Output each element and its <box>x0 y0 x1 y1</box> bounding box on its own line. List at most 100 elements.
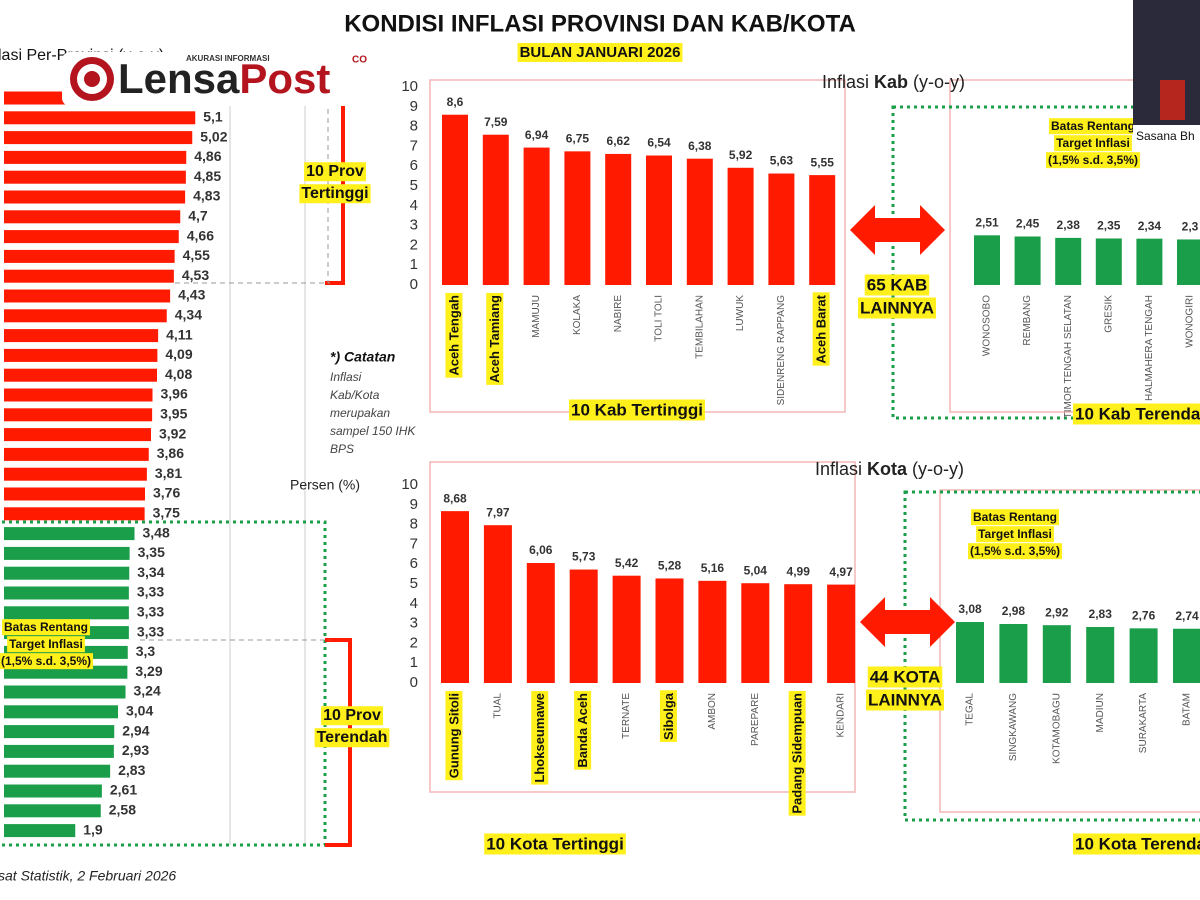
bar <box>1095 238 1122 285</box>
highlight <box>0 653 94 670</box>
title-part: Kota <box>867 459 908 479</box>
bar <box>999 623 1028 683</box>
bar <box>1042 625 1071 683</box>
value-label: 5,73 <box>572 550 596 564</box>
highlight <box>486 292 504 385</box>
highlight <box>299 184 371 204</box>
bar <box>4 467 147 481</box>
x-tick-label: TIMOR TENGAH SELATAN <box>1063 295 1074 418</box>
bar <box>4 507 145 521</box>
highlight <box>569 399 705 421</box>
value-label: 3,3 <box>136 643 156 659</box>
value-label: 8,68 <box>443 491 467 505</box>
subtitle: BULAN JANUARI 2026 <box>520 44 681 61</box>
note-line: merupakan <box>330 406 390 420</box>
value-label: 6,75 <box>566 132 590 146</box>
logo-bg <box>62 52 374 106</box>
category-label-group: Lhokseumawe <box>531 691 549 785</box>
bar <box>4 329 159 343</box>
bar <box>4 131 193 145</box>
y-tick-label: 1 <box>410 654 418 671</box>
annotation: 65 KAB <box>867 275 927 294</box>
bar <box>741 583 770 683</box>
y-tick-label: 4 <box>410 595 418 612</box>
category-label-group: KOLAKA <box>572 295 583 335</box>
chart-title: Inflasi Kab (y-o-y) <box>822 72 965 92</box>
value-label: 3,96 <box>161 386 188 402</box>
x-tick-label: BATAM <box>1182 693 1193 726</box>
annotation: (1,5% s.d. 3,5%) <box>1 654 91 668</box>
annotation: LAINNYA <box>868 690 942 709</box>
bar <box>4 566 130 580</box>
bar <box>4 249 175 263</box>
value-label: 8,6 <box>447 95 464 109</box>
x-tick-label: Gunung Sitoli <box>446 693 461 778</box>
dotted-box <box>0 520 327 847</box>
bar <box>4 368 157 382</box>
value-label: 3,24 <box>134 683 161 699</box>
bar <box>605 153 632 285</box>
highlight <box>445 691 463 781</box>
value-label: 5,1 <box>203 109 223 125</box>
value-label: 3,35 <box>138 544 165 560</box>
bar <box>4 170 186 184</box>
chart-footer: 10 Kab Tertinggi <box>571 400 703 419</box>
bar <box>564 151 591 285</box>
value-label: 2,38 <box>1057 218 1081 232</box>
value-label: 2,74 <box>1175 609 1199 623</box>
y-tick-label: 9 <box>410 496 418 513</box>
y-tick-label: 4 <box>410 197 418 214</box>
bar <box>4 111 196 125</box>
bar <box>4 428 151 442</box>
y-tick-label: 0 <box>410 276 418 293</box>
value-label: 6,54 <box>647 136 671 150</box>
value-label: 3,33 <box>137 604 164 620</box>
highlight <box>1073 403 1200 425</box>
value-label: 2,3 <box>1182 220 1199 234</box>
category-label-group: TEMBILAHAN <box>694 295 705 359</box>
x-tick-label: Banda Aceh <box>575 693 590 768</box>
bar <box>698 580 727 683</box>
highlight <box>1048 118 1138 135</box>
unit-label: Persen (%) <box>290 477 360 493</box>
annotation: LAINNYA <box>860 298 934 317</box>
x-tick-label: SIDENRENG RAPPANG <box>776 295 787 406</box>
highlight <box>314 728 390 748</box>
category-label-group: LUWUK <box>735 295 746 331</box>
highlight <box>867 666 943 688</box>
arrow <box>850 205 945 255</box>
highlight <box>858 297 936 319</box>
value-label: 2,98 <box>1002 604 1026 618</box>
bar <box>1086 626 1115 683</box>
x-tick-label: NABIRE <box>613 295 624 333</box>
bar <box>4 447 149 461</box>
y-tick-label: 2 <box>410 634 418 651</box>
category-label-group: TUAL <box>493 693 504 719</box>
logo-suffix: CO <box>352 55 367 66</box>
value-label: 2,51 <box>975 215 999 229</box>
x-tick-label: GRESIK <box>1103 295 1114 333</box>
bar <box>442 114 468 285</box>
value-label: 1,9 <box>83 821 103 837</box>
bar <box>646 155 672 285</box>
note-title: *) Catatan <box>330 349 395 365</box>
value-label: 3,92 <box>159 425 186 441</box>
value-label: 3,76 <box>153 485 180 501</box>
category-label-group: Sibolga <box>659 690 677 742</box>
value-label: 3,95 <box>160 406 187 422</box>
note-line: sampel 150 IHK <box>330 424 416 438</box>
highlight <box>1045 152 1141 169</box>
category-label-group: SURAKARTA <box>1138 693 1149 754</box>
category-label-group: Padang Sidempuan <box>788 690 806 816</box>
category-label-group: WONOGIRI <box>1185 295 1196 348</box>
bar <box>569 569 598 683</box>
highlight <box>967 543 1063 560</box>
bar <box>4 269 174 283</box>
highlight <box>7 636 85 653</box>
chart-footer: 10 Kab Terendah <box>1075 404 1200 423</box>
bar <box>809 175 836 285</box>
annotation: Batas Rentang <box>4 620 88 634</box>
value-label: 4,34 <box>175 307 202 323</box>
highlight <box>517 42 683 62</box>
logo-icon <box>84 71 100 87</box>
